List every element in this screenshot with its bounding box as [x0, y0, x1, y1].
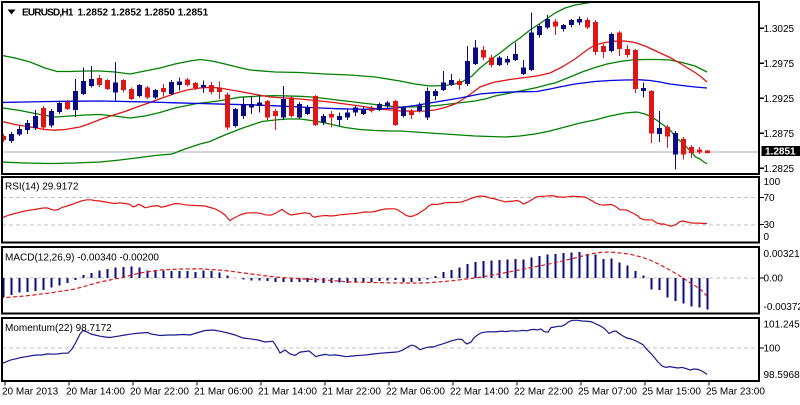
svg-text:70: 70 [764, 193, 776, 204]
svg-text:98.5968: 98.5968 [764, 370, 800, 381]
svg-text:25 Mar 15:00: 25 Mar 15:00 [642, 387, 701, 398]
svg-text:20 Mar 2013: 20 Mar 2013 [2, 387, 59, 398]
svg-text:MACD(12,26,9) -0.00340 -0.0020: MACD(12,26,9) -0.00340 -0.00200 [5, 253, 159, 264]
svg-text:21 Mar 14:00: 21 Mar 14:00 [258, 387, 317, 398]
svg-text:21 Mar 06:00: 21 Mar 06:00 [194, 387, 253, 398]
svg-text:1.2825: 1.2825 [764, 164, 795, 175]
svg-text:1.2851: 1.2851 [765, 146, 796, 157]
svg-text:1.2875: 1.2875 [764, 129, 795, 140]
svg-text:Momentum(22) 98.7172: Momentum(22) 98.7172 [5, 323, 112, 334]
svg-text:1.2975: 1.2975 [764, 59, 795, 70]
svg-text:1.2852 1.2852 1.2850 1.2851: 1.2852 1.2852 1.2850 1.2851 [78, 7, 209, 18]
svg-text:22 Mar 14:00: 22 Mar 14:00 [450, 387, 509, 398]
svg-text:101.2452: 101.2452 [764, 320, 800, 331]
svg-text:25 Mar 23:00: 25 Mar 23:00 [706, 387, 765, 398]
svg-text:20 Mar 22:00: 20 Mar 22:00 [130, 387, 189, 398]
svg-text:22 Mar 06:00: 22 Mar 06:00 [386, 387, 445, 398]
svg-text:1.3025: 1.3025 [764, 24, 795, 35]
svg-text:0.00: 0.00 [764, 274, 784, 285]
svg-text:0.00321: 0.00321 [764, 249, 800, 260]
svg-text:20 Mar 14:00: 20 Mar 14:00 [66, 387, 125, 398]
svg-text:30: 30 [764, 220, 776, 231]
svg-text:EURUSD,H1: EURUSD,H1 [22, 7, 74, 18]
svg-text:1.2925: 1.2925 [764, 94, 795, 105]
svg-text:100: 100 [764, 177, 781, 188]
svg-text:-0.00372: -0.00372 [764, 302, 800, 313]
svg-text:0: 0 [764, 232, 770, 243]
svg-text:100: 100 [764, 344, 781, 355]
svg-text:22 Mar 22:00: 22 Mar 22:00 [514, 387, 573, 398]
svg-text:RSI(14) 29.9172: RSI(14) 29.9172 [5, 182, 79, 193]
svg-text:25 Mar 07:00: 25 Mar 07:00 [578, 387, 637, 398]
svg-text:21 Mar 22:00: 21 Mar 22:00 [322, 387, 381, 398]
